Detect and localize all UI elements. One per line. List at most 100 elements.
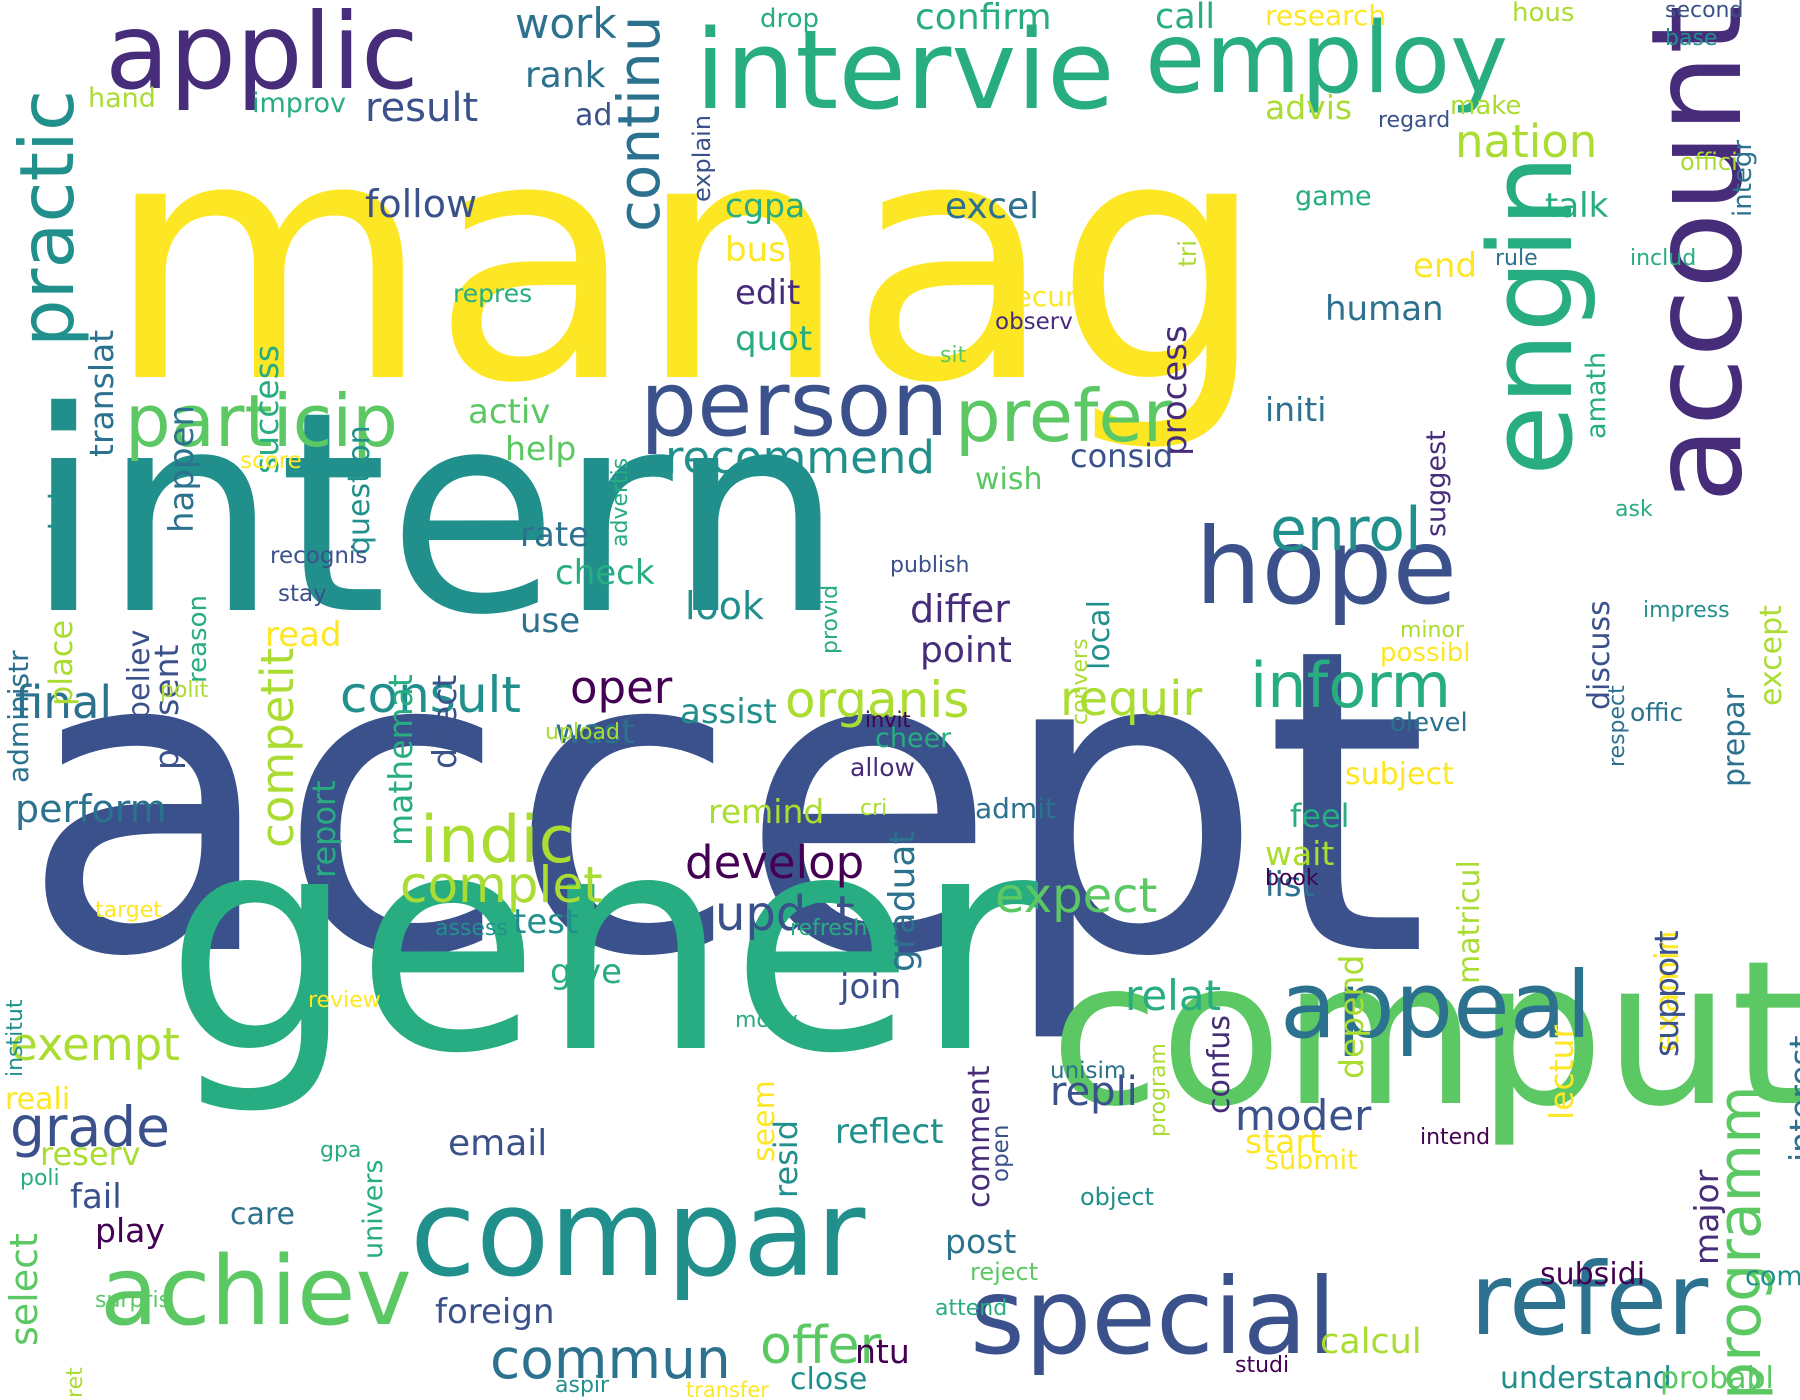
cloud-word-fail: fail xyxy=(70,1177,122,1217)
cloud-word-wait: wait xyxy=(1265,834,1335,873)
cloud-word-convers: convers xyxy=(1068,638,1093,725)
cloud-word-respect: respect xyxy=(1605,685,1630,767)
cloud-word-impress: impress xyxy=(1643,598,1730,623)
cloud-word-result: result xyxy=(365,85,479,131)
cloud-word-make: make xyxy=(1450,91,1522,121)
cloud-word-major: major xyxy=(1687,1169,1726,1265)
cloud-word-offici: offici xyxy=(1680,148,1738,176)
cloud-word-cri: cri xyxy=(860,796,888,821)
cloud-word-test: test xyxy=(513,902,579,942)
cloud-word-recommend: recommend xyxy=(665,431,935,484)
cloud-word-reserv: reserv xyxy=(40,1135,141,1173)
cloud-word-understand: understand xyxy=(1500,1361,1672,1396)
cloud-word-admit: admit xyxy=(975,792,1056,825)
cloud-word-second: second xyxy=(1665,0,1744,23)
cloud-word-happen: happen xyxy=(162,404,202,533)
cloud-word-excel: excel xyxy=(945,186,1040,227)
cloud-word-poli: poli xyxy=(20,1166,60,1191)
cloud-word-employ: employ xyxy=(1145,2,1509,116)
cloud-word-continu: continu xyxy=(605,15,673,232)
cloud-word-start: start xyxy=(1245,1122,1322,1161)
cloud-word-calcul: calcul xyxy=(1320,1322,1422,1362)
cloud-word-use: use xyxy=(520,601,581,641)
cloud-word-offic: offic xyxy=(1630,698,1684,727)
cloud-word-combin: combin xyxy=(1745,1261,1800,1292)
cloud-word-prepar: prepar xyxy=(1717,688,1752,787)
cloud-word-univers: univers xyxy=(358,1159,389,1259)
cloud-word-publish: publish xyxy=(890,553,970,578)
cloud-word-care: care xyxy=(230,1197,296,1232)
cloud-word-email: email xyxy=(448,1123,548,1164)
cloud-word-special: special xyxy=(970,1256,1337,1378)
cloud-word-offer: offer xyxy=(760,1316,882,1376)
cloud-word-improv: improv xyxy=(252,88,346,119)
cloud-word-direct: direct xyxy=(425,674,464,769)
cloud-word-rule: rule xyxy=(1495,246,1538,271)
cloud-word-comput: comput xyxy=(1050,918,1800,1151)
cloud-word-relat: relat xyxy=(1125,971,1222,1020)
cloud-word-transfer: transfer xyxy=(686,1378,769,1400)
cloud-word-repli: repli xyxy=(1050,1069,1138,1115)
cloud-word-olevel: olevel xyxy=(1390,708,1468,738)
cloud-word-hope: hope xyxy=(1195,506,1458,628)
cloud-word-join: join xyxy=(840,967,902,1007)
cloud-word-initi: initi xyxy=(1265,390,1327,429)
cloud-word-provid: provid xyxy=(818,584,843,654)
cloud-word-research: research xyxy=(1265,0,1387,32)
cloud-word-assist: assist xyxy=(680,692,777,732)
cloud-word-post: post xyxy=(945,1222,1017,1261)
cloud-word-studi: studi xyxy=(1235,1353,1290,1378)
cloud-word-place: place xyxy=(42,619,80,706)
cloud-word-report: report xyxy=(305,780,343,878)
cloud-word-believ: believ xyxy=(122,629,157,720)
cloud-word-assess: assess xyxy=(435,916,508,941)
cloud-word-nation: nation xyxy=(1455,115,1598,168)
cloud-word-gpa: gpa xyxy=(320,1138,362,1163)
cloud-word-close: close xyxy=(790,1362,868,1397)
cloud-word-accept: accept xyxy=(20,560,1429,1049)
cloud-word-enrol: enrol xyxy=(1270,495,1422,565)
cloud-word-call: call xyxy=(1155,0,1216,37)
cloud-word-check: check xyxy=(555,553,655,593)
cloud-word-expect: expect xyxy=(995,868,1158,924)
cloud-word-graduat: graduat xyxy=(882,830,923,972)
cloud-word-help: help xyxy=(505,429,577,468)
cloud-word-requir: requir xyxy=(1060,671,1203,727)
cloud-word-lectur: lectur xyxy=(1542,1024,1581,1120)
cloud-word-practic: practic xyxy=(3,89,91,347)
cloud-word-mathemat: mathemat xyxy=(381,674,420,846)
cloud-word-sit: sit xyxy=(940,343,967,368)
cloud-word-suggest: suggest xyxy=(1421,430,1452,537)
cloud-word-compar: compar xyxy=(410,1165,866,1304)
cloud-word-hous: hous xyxy=(1512,0,1575,28)
cloud-word-gener: gener xyxy=(165,770,1039,1119)
cloud-word-human: human xyxy=(1325,289,1444,329)
cloud-word-depend: depend xyxy=(1332,954,1371,1079)
cloud-word-rank: rank xyxy=(525,55,606,96)
cloud-word-ntu: ntu xyxy=(855,1332,910,1371)
cloud-word-base: base xyxy=(1665,26,1718,51)
cloud-word-organis: organis xyxy=(785,671,970,729)
cloud-word-perform: perform xyxy=(15,787,167,831)
cloud-word-moder: moder xyxy=(1235,1091,1372,1140)
cloud-word-book: book xyxy=(1265,866,1319,891)
cloud-word-recognis: recognis xyxy=(270,543,368,569)
cloud-word-cheer: cheer xyxy=(875,723,952,754)
cloud-word-program: program xyxy=(1146,1043,1171,1137)
cloud-word-grade: grade xyxy=(10,1095,170,1159)
cloud-word-complet: complet xyxy=(400,856,603,914)
cloud-word-game: game xyxy=(1295,181,1372,212)
cloud-word-unisim: unisim xyxy=(1050,1058,1127,1084)
cloud-word-select: select xyxy=(2,1233,46,1346)
cloud-word-appeal: appeal xyxy=(1280,952,1592,1059)
cloud-word-updat: updat xyxy=(715,886,855,942)
cloud-word-regard: regard xyxy=(1378,108,1451,133)
cloud-word-particip: particip xyxy=(125,379,398,463)
cloud-word-inform: inform xyxy=(1250,649,1452,722)
cloud-word-consult: consult xyxy=(340,666,522,724)
cloud-word-ad: ad xyxy=(575,98,613,133)
cloud-word-prefer: prefer xyxy=(955,374,1173,458)
cloud-word-subject: subject xyxy=(1345,757,1454,792)
cloud-word-drop: drop xyxy=(760,4,820,34)
cloud-word-explain: explain xyxy=(688,114,716,202)
